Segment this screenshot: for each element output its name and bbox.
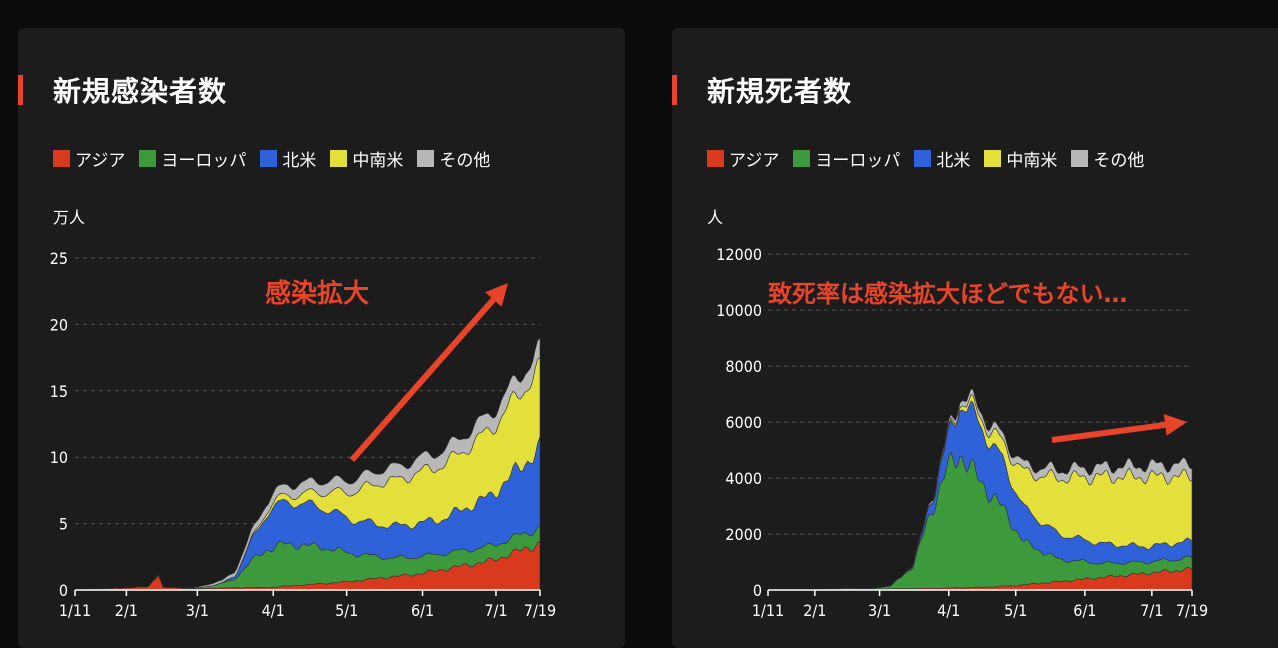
x-tick-label: 3/1 [868,601,891,620]
x-tick-label: 5/1 [335,601,358,620]
legend-swatch [793,150,811,167]
charts-canvas: 0 5 10 15 20 25 1/11 2/1 3/1 4/1 5/1 6/1 7/1 7/19 感染拡大… [50,245,1208,620]
legend-label: その他 [1093,151,1145,171]
x-tick-label: 6/1 [1073,601,1096,620]
legend-item-asia: アジア [53,146,125,171]
annotation-arrow-head [485,283,508,307]
y-tick-label: 5 [59,515,68,534]
x-tick-label: 7/1 [1140,601,1163,620]
y-tick-label: 8000 [725,357,762,376]
legend-label: 中南米 [352,151,404,171]
y-tick-label: 10000 [716,301,762,320]
legend-swatch [984,150,1002,167]
legend-swatch [53,150,70,167]
legend-swatch [914,150,932,167]
legend-label: その他 [439,151,491,171]
legend-label: アジア [75,151,126,171]
panel-title: 新規感染者数 [53,75,228,108]
x-tick-label: 1/11 [59,601,91,620]
legend-item-north-america: 北米 [914,146,970,171]
legend-item-other: その他 [1071,146,1144,171]
x-tick-label: 7/19 [1176,601,1208,620]
legend-item-north-america: 北米 [260,146,316,171]
x-tick-label: 2/1 [803,601,826,620]
annotation-arrow-shaft [1051,421,1166,443]
y-tick-label: 15 [50,382,68,401]
x-tick-label: 2/1 [115,601,138,620]
y-tick-label: 6000 [725,413,762,432]
title-accent-bar [18,75,23,105]
legend-item-europe: ヨーロッパ [139,146,246,171]
panel-title: 新規死者数 [707,75,853,108]
legend-item-asia: アジア [707,146,779,171]
x-tick-label: 4/1 [262,601,285,620]
y-tick-label: 10 [50,448,68,467]
legend: アジア ヨーロッパ 北米 中南米 その他 [53,146,504,171]
y-tick-label: 25 [50,249,68,268]
x-tick-label: 4/1 [937,601,960,620]
legend-item-europe: ヨーロッパ [793,146,900,171]
y-tick-label: 20 [50,315,68,334]
legend-item-other: その他 [417,146,490,171]
annotation-text: 感染拡大 [265,279,369,309]
annotation-arrow-shaft [349,297,496,462]
legend-swatch [330,150,348,167]
legend-label: 北米 [936,151,971,171]
legend-label: ヨーロッパ [161,151,247,171]
legend-item-latin-america: 中南米 [984,146,1057,171]
legend-swatch [1071,150,1089,167]
y-tick-label: 12000 [716,245,762,264]
legend: アジア ヨーロッパ 北米 中南米 その他 [707,146,1158,171]
legend-swatch [139,150,157,167]
legend-label: ヨーロッパ [815,151,901,171]
y-tick-label: 4000 [725,469,762,488]
x-tick-label: 7/19 [524,601,556,620]
y-tick-label: 0 [753,581,762,600]
annotation-arrow-head [1163,414,1187,436]
area-other [768,387,1193,591]
y-axis-unit: 万人 [53,208,86,227]
area-other [74,337,541,591]
x-tick-label: 3/1 [186,601,209,620]
x-tick-label: 7/1 [484,601,507,620]
x-tick-label: 5/1 [1004,601,1027,620]
x-tick-label: 1/11 [752,601,784,620]
y-tick-label: 2000 [725,525,762,544]
legend-label: 中南米 [1006,151,1058,171]
annotation-text: 致死率は感染拡大ほどでもない… [768,280,1128,308]
legend-swatch [417,150,435,167]
legend-item-latin-america: 中南米 [330,146,403,171]
legend-label: アジア [729,151,780,171]
x-tick-label: 6/1 [411,601,434,620]
title-accent-bar [672,75,677,105]
y-axis-unit: 人 [707,208,724,227]
legend-label: 北米 [282,151,317,171]
y-tick-label: 0 [59,581,68,600]
legend-swatch [707,150,724,167]
legend-swatch [260,150,278,167]
